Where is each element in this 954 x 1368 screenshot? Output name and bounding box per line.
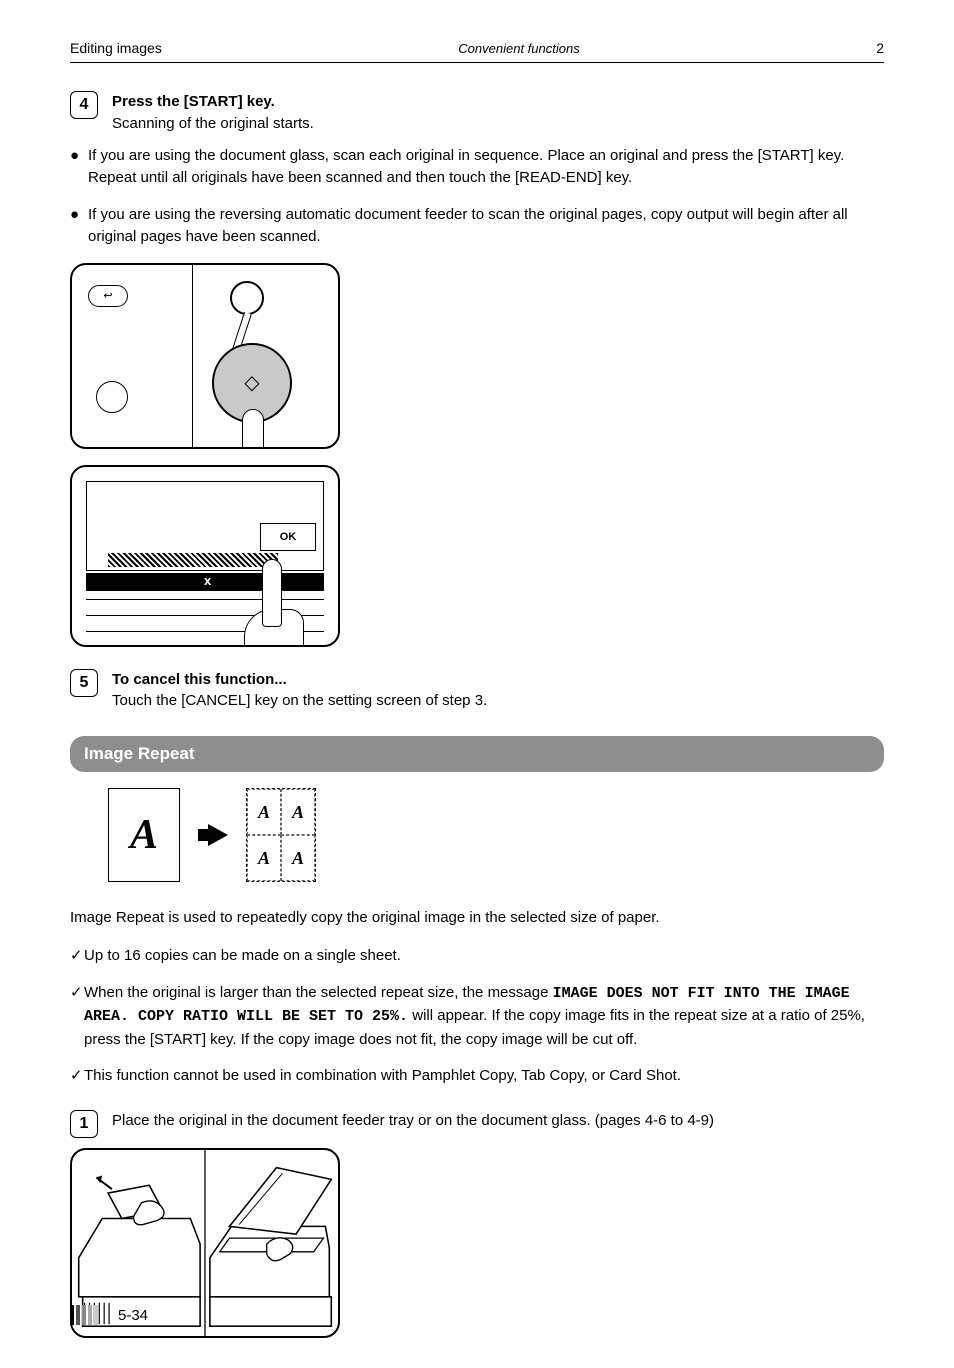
hand-icon — [244, 559, 304, 647]
section-note-3: ✓ This function cannot be used in combin… — [70, 1065, 884, 1088]
step-4: 4 Press the [START] key. Scanning of the… — [70, 91, 884, 135]
arrow-right-icon — [208, 824, 228, 846]
section-note-2: ✓ When the original is larger than the s… — [70, 982, 884, 1052]
step-4-bullet-1: ● If you are using the document glass, s… — [70, 145, 884, 190]
image-repeat-illustration: A A A A A — [108, 788, 884, 882]
step-4-text-b: Scanning of the original starts. — [112, 113, 884, 135]
step-4-bullet-2: ● If you are using the reversing automat… — [70, 204, 884, 249]
section-intro: Image Repeat is used to repeatedly copy … — [70, 906, 884, 929]
original-thumb: A — [108, 788, 180, 882]
warning-message: IMAGE DOES NOT FIT INTO THE IMAGE AREA. … — [84, 985, 850, 1026]
section-title-bar: Image Repeat — [70, 736, 884, 772]
script-a-icon: A — [130, 811, 158, 859]
header-left: Editing images — [70, 40, 162, 56]
step-4-text-a: Press the [START] key. — [112, 91, 884, 113]
bullet-dot: ● — [70, 204, 88, 249]
bullet-dot: ● — [70, 145, 88, 190]
page-number: 5-34 — [118, 1307, 148, 1324]
section-note-1: ✓ Up to 16 copies can be made on a singl… — [70, 945, 884, 968]
header-center: Convenient functions — [162, 41, 876, 56]
step-5-text: Touch the [CANCEL] key on the setting sc… — [112, 690, 884, 712]
step-5-title: To cancel this function... — [112, 669, 884, 691]
step-5: 5 To cancel this function... Touch the [… — [70, 669, 884, 713]
figure-read-end: OK — [70, 465, 340, 647]
check-icon: ✓ — [70, 945, 84, 968]
repeat-output-thumb: A A A A — [246, 788, 316, 882]
small-knob-icon — [230, 281, 264, 315]
step-4-number: 4 — [70, 91, 98, 119]
step-1-text: Place the original in the document feede… — [112, 1110, 884, 1132]
step-1-number: 1 — [70, 1110, 98, 1138]
finger-icon — [242, 409, 264, 449]
header-right: 2 — [876, 40, 884, 56]
check-icon: ✓ — [70, 1065, 84, 1088]
header-rule — [70, 62, 884, 63]
step-1: 1 Place the original in the document fee… — [70, 1110, 884, 1138]
aux-button-icon — [96, 381, 128, 413]
page-header: Editing images Convenient functions 2 — [70, 40, 884, 56]
check-icon: ✓ — [70, 982, 84, 1052]
step-5-number: 5 — [70, 669, 98, 697]
return-icon: ↩ — [88, 285, 128, 307]
figure-start-key: ↩ ◇ — [70, 263, 340, 449]
ok-button-icon: OK — [260, 523, 316, 551]
footer-stripes-icon — [70, 1305, 104, 1325]
page-footer: 5-34 — [70, 1305, 148, 1325]
